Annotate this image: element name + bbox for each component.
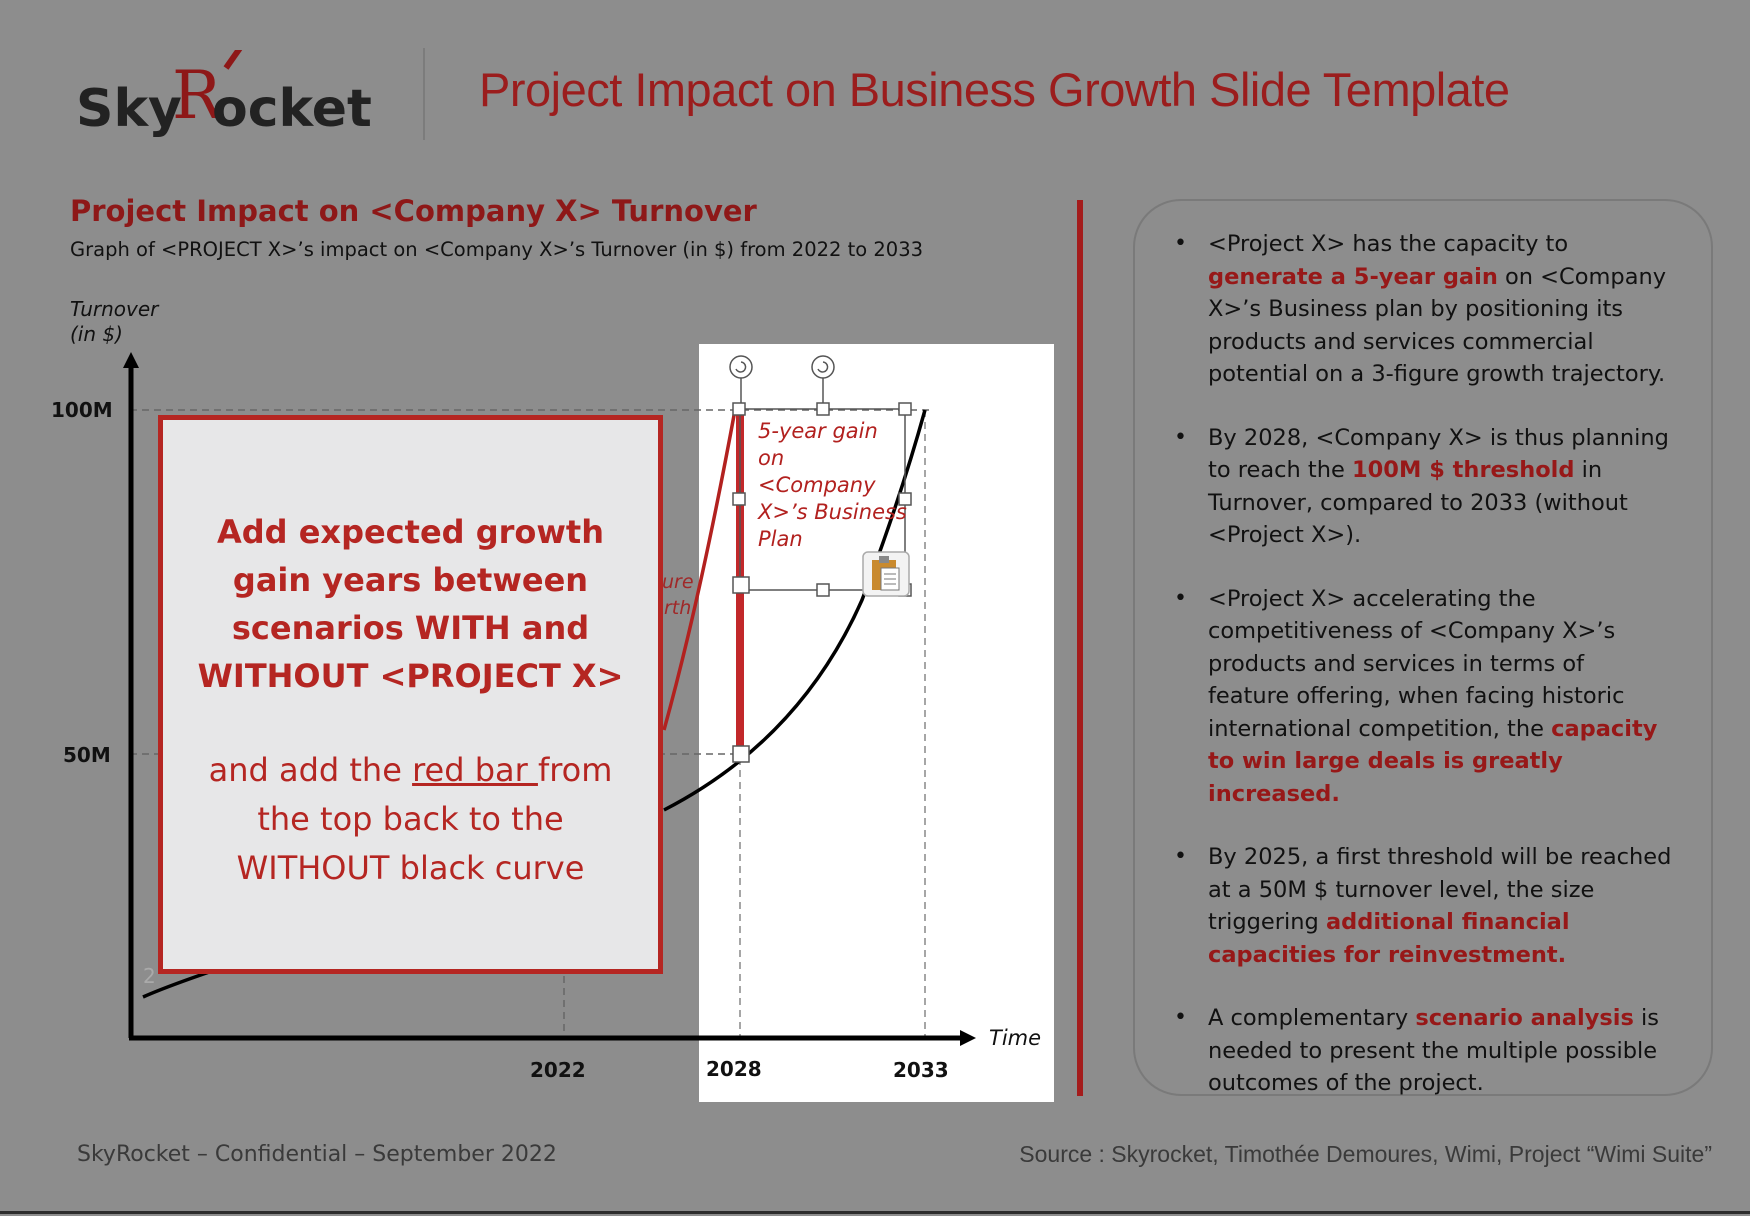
chart-subtitle[interactable]: Graph of <PROJECT X>’s impact on <Compan…: [70, 238, 924, 261]
logo-text-left: Sky: [76, 79, 182, 139]
handle: [898, 402, 912, 416]
handle: [898, 492, 912, 506]
instruction-box[interactable]: Add expected growth gain years between s…: [158, 415, 663, 974]
x-tick-2022: 2022: [530, 1058, 586, 1082]
bottom-border: [0, 1211, 1750, 1214]
title-divider: [423, 48, 425, 140]
rotate-handle-icon[interactable]: [729, 355, 753, 379]
y-axis-arrow: [123, 352, 139, 368]
partial-label-2: rth: [664, 597, 692, 619]
instruction-sub-text: and add the red bar from the top back to…: [163, 746, 658, 893]
y-tick-50m: 50M: [63, 743, 111, 767]
instruction-main-text: Add expected growth gain years between s…: [197, 513, 624, 695]
vertical-divider: [1077, 200, 1083, 1096]
bullet-item: By 2025, a first threshold will be reach…: [1172, 841, 1672, 971]
gain-annotation-text[interactable]: 5-year gain on <Company X>’s Business Pl…: [758, 419, 907, 551]
bullet-item: <Project X> has the capacity to generate…: [1172, 228, 1672, 391]
y-axis-label-line1: Turnover: [70, 297, 159, 321]
handle: [732, 576, 750, 594]
partial-label-1: ure: [662, 571, 694, 593]
instruction-sub-a: and add the: [208, 751, 413, 789]
y-tick-100m: 100M: [51, 398, 113, 422]
rotate-handle-icon[interactable]: [811, 355, 835, 379]
instruction-sub-c: from the top back to the WITHOUT black c…: [236, 751, 613, 887]
x-axis-arrow: [960, 1030, 976, 1046]
handle: [732, 492, 746, 506]
y-axis-label-line2: (in $): [70, 322, 123, 346]
logo-graphic: Sky R ocket: [76, 46, 372, 139]
x-tick-2028: 2028: [706, 1057, 762, 1081]
handle: [732, 745, 750, 763]
handle: [816, 583, 830, 597]
bullet-item: <Project X> accelerating the competitive…: [1172, 583, 1672, 811]
instruction-sub-b: red bar: [412, 751, 538, 789]
without-curve: [663, 409, 927, 812]
paste-options-icon[interactable]: [862, 551, 910, 597]
x-tick-2033: 2033: [893, 1058, 949, 1082]
bullet-list[interactable]: <Project X> has the capacity to generate…: [1172, 228, 1672, 1131]
handle: [732, 402, 746, 416]
y-axis-label: Turnover (in $): [70, 297, 158, 347]
skyrocket-logo: Sky R ocket: [74, 46, 384, 140]
footer-confidential: SkyRocket – Confidential – September 202…: [77, 1142, 557, 1167]
bullet-item: A complementary scenario analysis is nee…: [1172, 1002, 1672, 1100]
chart-title[interactable]: Project Impact on <Company X> Turnover: [70, 194, 757, 228]
chart-white-panel: [699, 344, 1054, 1102]
slide-title[interactable]: Project Impact on Business Growth Slide …: [479, 63, 1510, 116]
handle: [816, 402, 830, 416]
partial-tick-label: 2: [143, 964, 156, 988]
logo-accent-mark: [223, 46, 243, 70]
logo-text-right: ocket: [212, 79, 372, 139]
with-curve: [662, 409, 737, 731]
x-axis-label: Time: [989, 1026, 1042, 1050]
bullet-item: By 2028, <Company X> is thus planning to…: [1172, 422, 1672, 552]
footer-source: Source : Skyrocket, Timothée Demoures, W…: [1019, 1141, 1712, 1167]
logo-text-r: R: [172, 57, 224, 134]
